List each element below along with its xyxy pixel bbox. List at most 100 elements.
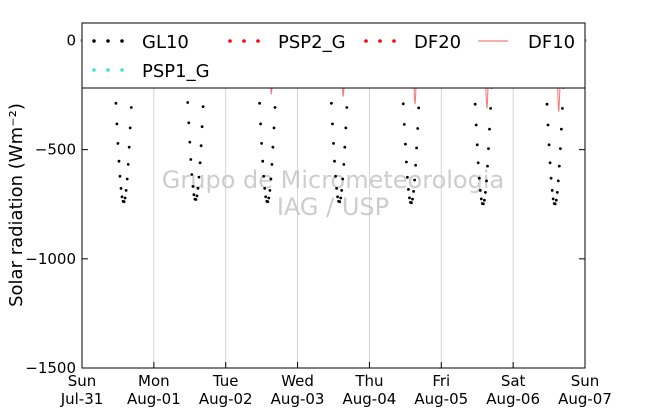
series-point bbox=[187, 121, 191, 125]
series-point bbox=[416, 127, 420, 130]
series-point bbox=[268, 189, 272, 192]
series-point bbox=[190, 173, 194, 176]
series-point bbox=[264, 195, 268, 199]
series-point bbox=[273, 106, 277, 109]
series-point bbox=[548, 161, 552, 165]
y-axis-label: Solar radiation (Wm⁻²) bbox=[6, 103, 27, 307]
series-point bbox=[119, 187, 123, 190]
series-point bbox=[333, 159, 336, 163]
series-point bbox=[330, 101, 333, 105]
y-tick-label: −500 bbox=[35, 141, 76, 159]
series-point bbox=[486, 164, 489, 168]
legend-item: PSP1_G bbox=[92, 61, 210, 82]
series-point bbox=[127, 145, 131, 149]
series-point bbox=[271, 145, 275, 149]
series-point bbox=[339, 196, 343, 200]
series-point bbox=[482, 202, 485, 206]
series-point bbox=[116, 142, 120, 145]
y-tick-label: −1000 bbox=[25, 250, 76, 268]
legend-swatch bbox=[256, 39, 260, 43]
series-point bbox=[189, 158, 193, 161]
series-point bbox=[340, 189, 344, 192]
series-point bbox=[414, 163, 417, 167]
x-tick-label-date: Aug-03 bbox=[271, 390, 325, 408]
series-point bbox=[345, 106, 349, 109]
series-point bbox=[488, 127, 491, 131]
series-point bbox=[489, 107, 492, 110]
series-point bbox=[191, 185, 195, 188]
series-point bbox=[195, 194, 199, 198]
series-point bbox=[201, 105, 205, 108]
series-point bbox=[401, 102, 405, 106]
legend-item: PSP2_G bbox=[228, 32, 346, 53]
series-point bbox=[550, 189, 554, 192]
series-point bbox=[551, 197, 555, 201]
legend-item: GL10 bbox=[92, 32, 189, 53]
series-point bbox=[402, 123, 406, 126]
series-point bbox=[473, 102, 477, 106]
series-point bbox=[554, 198, 558, 202]
series-point bbox=[343, 145, 347, 149]
x-tick-label-day: Sun bbox=[68, 372, 97, 390]
series-point bbox=[194, 198, 198, 201]
series-point bbox=[258, 101, 261, 105]
series-point bbox=[559, 147, 562, 151]
series-point bbox=[266, 200, 270, 204]
series-point bbox=[114, 101, 118, 105]
series-point bbox=[269, 177, 273, 181]
series-point bbox=[560, 127, 563, 131]
legend-swatch bbox=[120, 39, 124, 43]
y-tick-label: −1500 bbox=[25, 359, 76, 377]
legend-swatch bbox=[242, 39, 246, 43]
series-point bbox=[344, 126, 348, 130]
series-point bbox=[405, 160, 408, 164]
series-point bbox=[188, 140, 192, 144]
series-point bbox=[546, 123, 550, 127]
watermark: Grupo de Micrometeorologia IAG / USP bbox=[162, 166, 504, 221]
watermark-line-2: IAG / USP bbox=[277, 193, 389, 221]
series-point bbox=[261, 159, 265, 163]
legend: GL10 PSP2_G DF20 DF10 PSP1_G bbox=[81, 22, 586, 89]
series-point bbox=[478, 189, 482, 192]
series-point bbox=[125, 177, 129, 181]
axes: 0−500−1000−1500SunJul-31MonAug-01TueAug-… bbox=[25, 22, 612, 408]
legend-label: PSP2_G bbox=[278, 32, 346, 53]
series-point bbox=[555, 191, 559, 194]
series-point bbox=[199, 144, 203, 148]
series-point bbox=[196, 186, 200, 190]
series-point bbox=[334, 174, 337, 178]
series-point bbox=[263, 187, 267, 190]
y-tick-label: 0 bbox=[66, 31, 76, 49]
series-point bbox=[186, 101, 190, 104]
series-point bbox=[413, 178, 416, 182]
x-tick-label-date: Aug-07 bbox=[558, 390, 612, 408]
series-point bbox=[198, 161, 202, 165]
series-point bbox=[404, 142, 407, 146]
grid-lines bbox=[153, 88, 514, 368]
series-point bbox=[332, 142, 335, 145]
x-tick-label-day: Fri bbox=[432, 372, 450, 390]
legend-box bbox=[81, 22, 586, 89]
x-tick-label-date: Aug-01 bbox=[127, 390, 181, 408]
series-point bbox=[474, 123, 478, 127]
series-point bbox=[335, 187, 338, 190]
legend-label: DF10 bbox=[528, 32, 575, 53]
series-point bbox=[123, 196, 127, 200]
series-point bbox=[200, 125, 204, 129]
legend-swatch bbox=[106, 39, 110, 43]
series-point bbox=[479, 197, 483, 201]
series-point bbox=[120, 195, 124, 199]
series-point bbox=[124, 189, 128, 192]
x-tick-label-day: Wed bbox=[281, 372, 314, 390]
x-tick-label-day: Sat bbox=[501, 372, 526, 390]
series-point bbox=[126, 163, 130, 166]
series-point bbox=[415, 146, 418, 150]
watermark-line-1: Grupo de Micrometeorologia bbox=[162, 166, 504, 194]
series-point bbox=[411, 197, 414, 201]
series-point bbox=[407, 188, 410, 191]
legend-label: GL10 bbox=[142, 32, 189, 53]
series-point bbox=[417, 106, 421, 110]
series-point bbox=[270, 163, 274, 166]
x-tick-label-date: Aug-04 bbox=[343, 390, 397, 408]
